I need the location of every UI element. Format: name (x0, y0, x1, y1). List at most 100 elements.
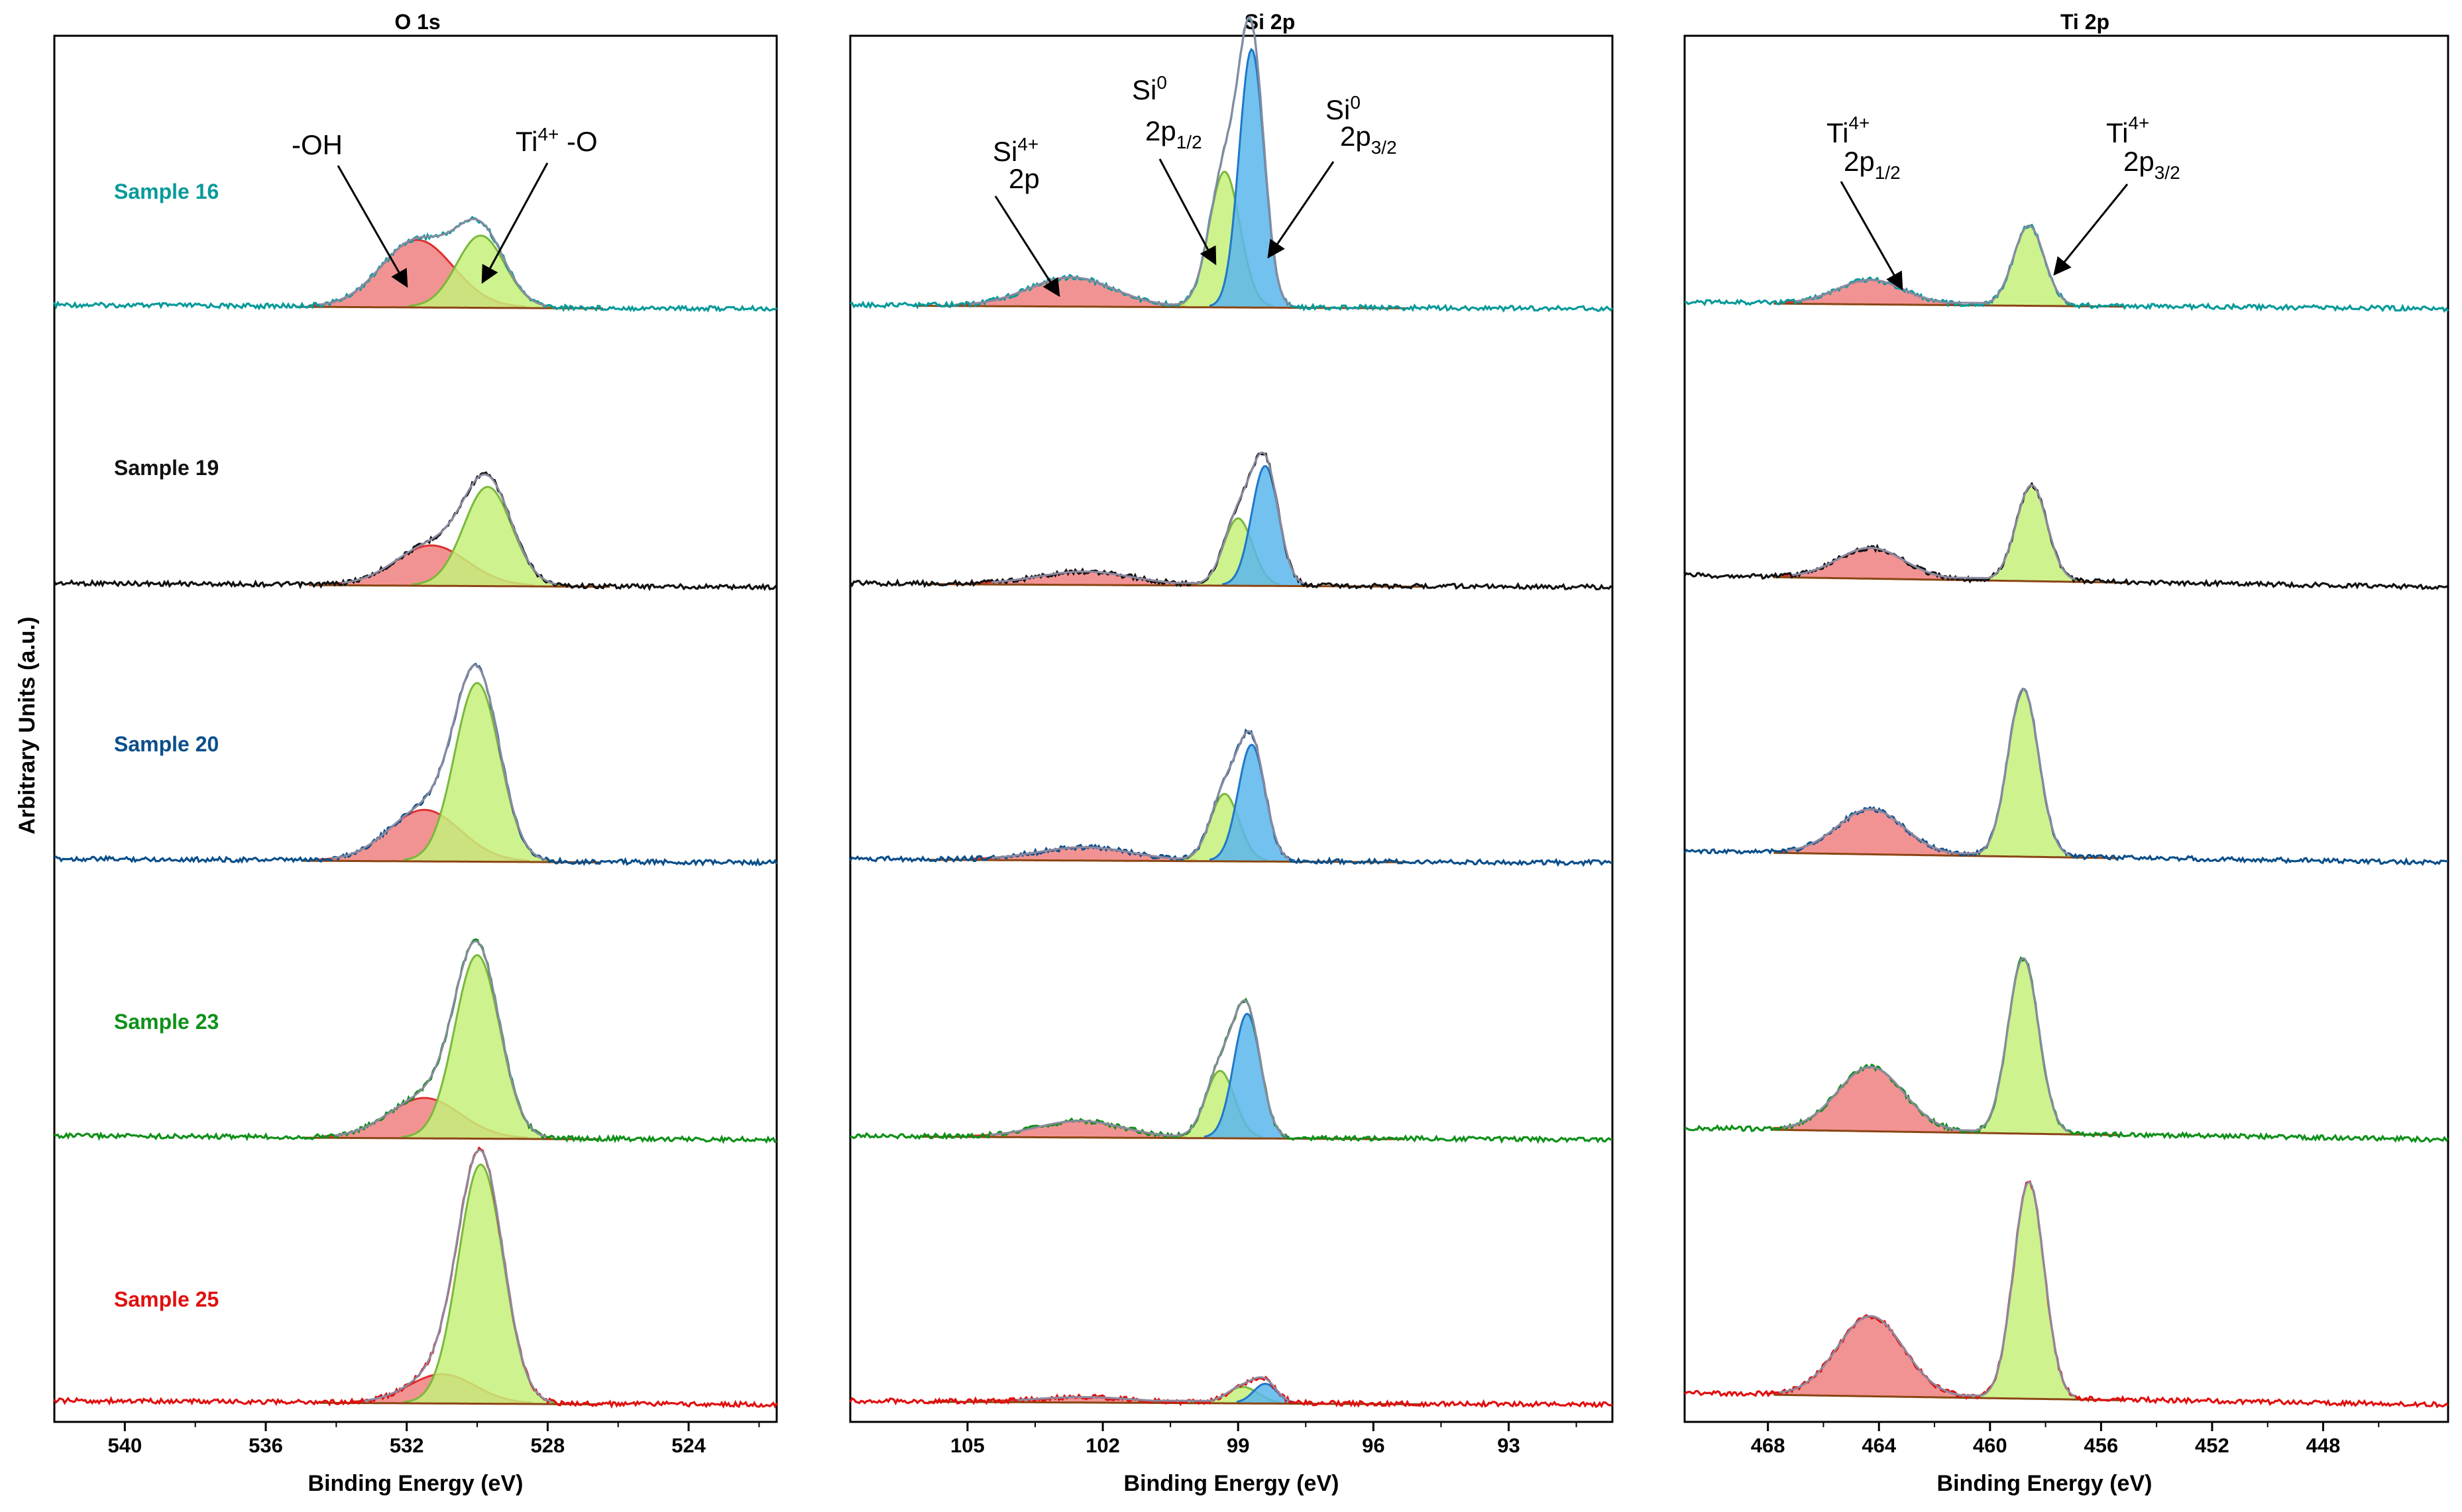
raw-spectrum (54, 663, 778, 867)
peak-area (1771, 1067, 1970, 1132)
x-axis-title-ti2p: Binding Energy (eV) (1937, 1471, 2153, 1496)
peak-area (1237, 1383, 1295, 1403)
plot-frame-o1s (53, 34, 778, 1423)
x-tick-label: 464 (1862, 1434, 1896, 1457)
arrow-ti-32 (2053, 184, 2129, 276)
x-tick-label: 456 (2084, 1434, 2118, 1457)
x-ticks-ti2p: 468 464 460 456 452 448 (1751, 1422, 2380, 1457)
x-tick-label: 540 (107, 1434, 142, 1457)
raw-spectrum (54, 938, 777, 1144)
raw-spectrum (53, 1146, 778, 1409)
sample-label: Sample 16 (114, 180, 219, 203)
sample-label: Sample 19 (114, 456, 219, 480)
arrow-ti-half (1840, 181, 1903, 291)
panel-o1s: O 1s 540 536 532 528 524 Binding Energy (eV) (53, 10, 778, 1496)
peak-area (1783, 280, 1960, 305)
annotation-ti-half-line2: 2p1/2 (1844, 146, 1901, 183)
envelope-fit (363, 1149, 552, 1403)
x-ticks-o1s: 540 536 532 528 524 (107, 1422, 760, 1457)
x-tick-label: 460 (1973, 1434, 2007, 1457)
envelope-fit (1786, 688, 2071, 857)
x-tick-label: 528 (531, 1434, 565, 1457)
panel-ti2p: Ti 2p 468 464 460 456 452 448 Binding Energy … (1683, 10, 2449, 1496)
sample-label: Sample 23 (114, 1010, 219, 1034)
annotation-si4-line2: 2p (1009, 163, 1040, 194)
envelope-fit (991, 730, 1290, 860)
spectrum-sample-25 (849, 1376, 1613, 1409)
baseline (1773, 1128, 2119, 1136)
x-axis-title-o1s: Binding Energy (eV) (308, 1471, 524, 1496)
x-tick-label: 452 (2195, 1434, 2229, 1457)
peak-area (1779, 547, 1961, 580)
spectrum-sample-25 (1683, 1180, 2449, 1409)
peak-area (955, 277, 1186, 307)
spectrum-sample-23 (54, 938, 777, 1144)
spectrum-sample-25 (53, 1146, 778, 1409)
x-tick-label: 536 (249, 1434, 283, 1457)
annotation-ti-32-line2: 2p3/2 (2123, 146, 2180, 183)
spectrum-sample-19 (1683, 482, 2449, 590)
raw-spectrum (1684, 223, 2449, 313)
y-axis-label: Arbitrary Units (a.u.) (15, 617, 40, 835)
plot-area-o1s (53, 215, 778, 1409)
arrow-ti-o (481, 162, 549, 284)
x-tick-label: 99 (1227, 1434, 1249, 1457)
annotation-ti-32: Ti4+ (2106, 113, 2149, 148)
baseline (319, 1401, 603, 1406)
baseline (1773, 576, 2129, 584)
annotation-si0-32-line2: 2p3/2 (1340, 121, 1397, 158)
raw-spectrum (53, 471, 778, 592)
raw-spectrum (1683, 1180, 2449, 1409)
envelope-fit (1017, 1376, 1290, 1402)
x-tick-label: 468 (1751, 1434, 1785, 1457)
peak-area (412, 486, 564, 586)
peak-area (408, 235, 553, 308)
envelope-fit (1791, 484, 2076, 581)
plot-area-si2p (849, 15, 1614, 1409)
x-tick-label: 532 (390, 1434, 424, 1457)
x-tick-label: 96 (1362, 1434, 1384, 1457)
peak-area (974, 571, 1197, 585)
arrow-si4 (994, 195, 1060, 297)
x-tick-label: 524 (671, 1434, 706, 1457)
spectrum-sample-20 (54, 663, 778, 867)
annotation-oh: -OH (292, 129, 343, 160)
peak-area (1982, 225, 2076, 306)
plot-area-ti2p (1683, 223, 2449, 1409)
envelope-fit (341, 473, 557, 586)
baseline (295, 305, 603, 310)
envelope-fit (334, 940, 547, 1138)
annotations: -OH Ti4+ -O Si4+ 2p Si0 2p1/2 Si0 2p3/2 … (292, 72, 2180, 297)
peak-area (974, 847, 1197, 861)
annotation-si0-half-line2: 2p1/2 (1145, 115, 1202, 152)
spectrum-sample-16 (53, 215, 777, 313)
x-tick-label: 105 (950, 1434, 985, 1457)
spectrum-sample-20 (849, 728, 1613, 867)
x-ticks-si2p: 105 102 99 96 93 (950, 1422, 1577, 1457)
arrow-si0-32 (1267, 161, 1335, 259)
spectrum-sample-16 (850, 15, 1614, 313)
peak-area (1768, 1316, 1972, 1397)
baseline (309, 584, 610, 588)
spectrum-sample-20 (1683, 688, 2448, 866)
annotation-si4: Si4+ (993, 134, 1038, 167)
raw-spectrum (1684, 956, 2449, 1144)
envelope-fit (331, 664, 547, 861)
annotation-ti-o: Ti4+ -O (516, 124, 598, 157)
envelope-fit (989, 999, 1286, 1137)
envelope-fit (1782, 957, 2071, 1133)
sample-label: Sample 25 (114, 1287, 219, 1311)
spectrum-sample-23 (1684, 956, 2449, 1144)
spectrum-sample-19 (849, 451, 1613, 591)
sample-labels: Sample 16 Sample 19 Sample 20 Sample 23 Samp… (114, 180, 219, 1311)
peak-area (1974, 958, 2074, 1134)
x-axis-title-si2p: Binding Energy (eV) (1124, 1471, 1339, 1496)
envelope-fit (991, 451, 1305, 585)
x-tick-label: 102 (1086, 1434, 1120, 1457)
peak-area (1984, 485, 2080, 582)
envelope-fit (1795, 225, 2071, 305)
peak-area (1775, 809, 1967, 855)
spectrum-sample-23 (850, 997, 1613, 1144)
envelope-fit (970, 15, 1292, 307)
